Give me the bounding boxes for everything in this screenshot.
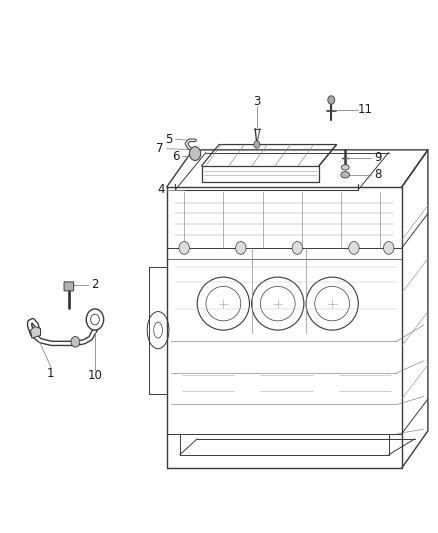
Text: 7: 7	[156, 142, 164, 155]
Circle shape	[179, 241, 189, 254]
Text: 1: 1	[46, 367, 54, 380]
Text: 4: 4	[157, 183, 164, 196]
Circle shape	[86, 309, 104, 330]
Text: 8: 8	[374, 168, 381, 181]
Circle shape	[328, 96, 335, 104]
Circle shape	[189, 147, 201, 160]
Polygon shape	[31, 326, 41, 338]
Circle shape	[349, 241, 359, 254]
Circle shape	[236, 241, 246, 254]
Text: 6: 6	[172, 150, 179, 163]
Text: 3: 3	[253, 94, 261, 108]
Circle shape	[254, 141, 260, 148]
Circle shape	[71, 336, 80, 347]
Ellipse shape	[341, 172, 350, 178]
Circle shape	[292, 241, 303, 254]
Ellipse shape	[341, 165, 349, 170]
Text: 2: 2	[91, 278, 99, 291]
Text: 5: 5	[165, 133, 173, 146]
Circle shape	[384, 241, 394, 254]
Text: 10: 10	[88, 369, 102, 382]
Text: 11: 11	[357, 103, 372, 116]
FancyBboxPatch shape	[64, 282, 74, 291]
Text: 9: 9	[374, 151, 382, 164]
